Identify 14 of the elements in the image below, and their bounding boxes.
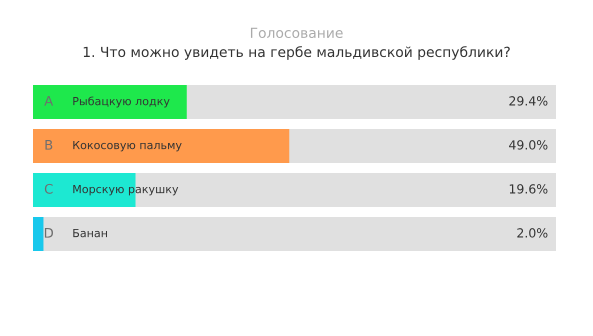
chart-title: Голосование (250, 28, 343, 38)
annotation: D (44, 228, 53, 238)
data-label: 29.4% (509, 96, 548, 106)
data-label: 19.6% (510, 184, 548, 194)
annotation: B (45, 140, 52, 150)
chart-subtitle: 1. Что можно увидеть на гербе мальдивской республики? (84, 46, 510, 60)
data-label: 49.0% (509, 140, 548, 150)
annotation: C (44, 184, 53, 194)
y-tick-label: Рыбацкую лодку (73, 96, 170, 108)
y-tick-label: Банан (73, 228, 107, 238)
data-label: 2.0% (517, 228, 548, 238)
bar (33, 217, 44, 251)
y-tick-label: Кокосовую пальму (73, 140, 182, 152)
annotation: A (44, 96, 54, 106)
